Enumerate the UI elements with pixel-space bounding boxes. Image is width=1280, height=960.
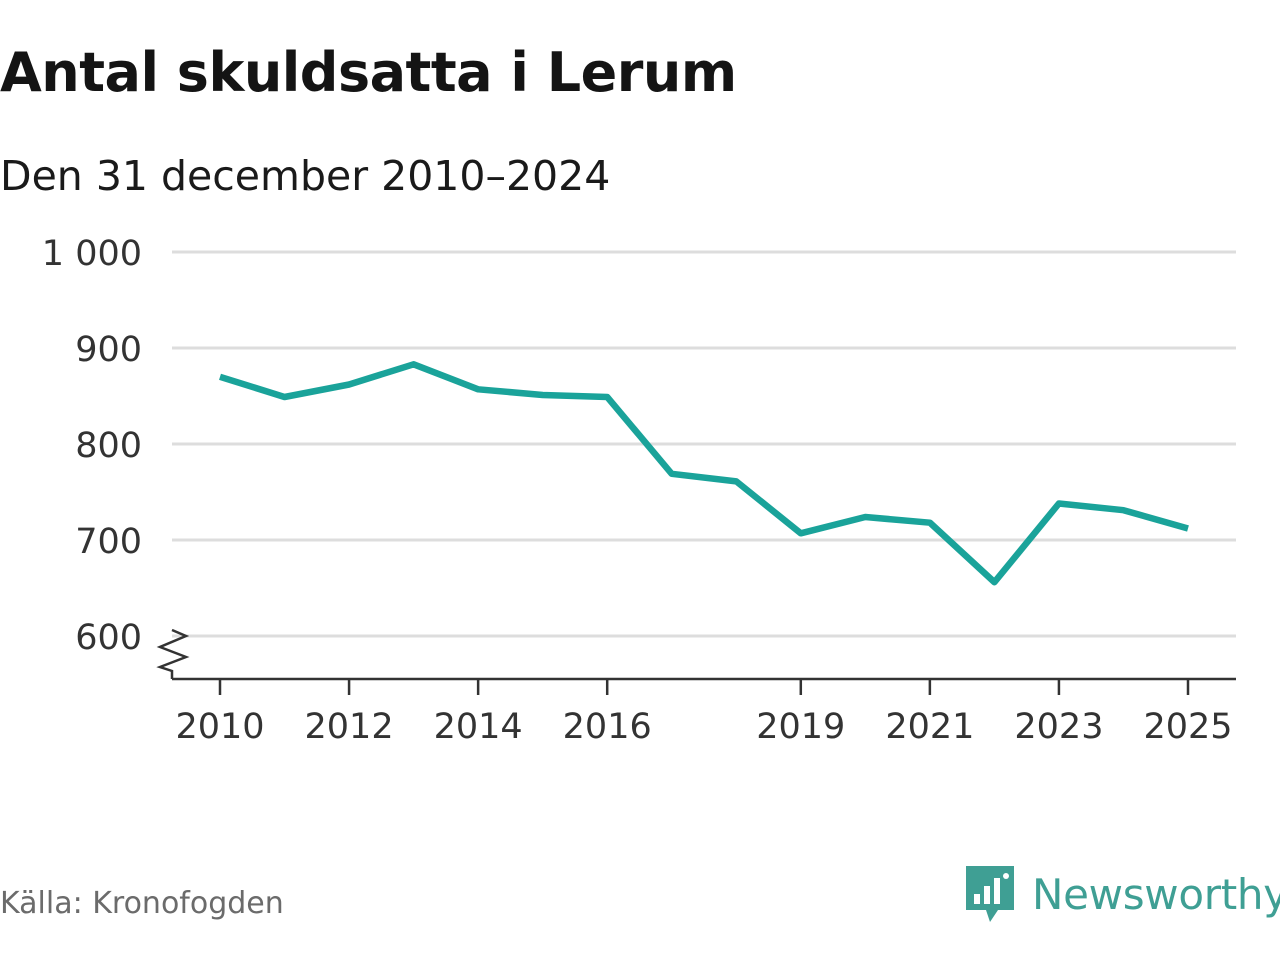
newsworthy-logo-icon (966, 866, 1014, 922)
brand-logo: Newsworthy (964, 864, 1280, 926)
y-tick-label: 600 (75, 618, 142, 658)
data-point (220, 376, 221, 377)
y-tick-label: 1 000 (42, 234, 142, 274)
x-tick-label: 2021 (885, 707, 974, 747)
x-tick-label: 2016 (563, 707, 652, 747)
chart-subtitle: Den 31 december 2010–2024 (0, 152, 611, 200)
data-point (607, 396, 608, 397)
x-tick-label: 2025 (1143, 707, 1232, 747)
series-lines (219, 361, 1189, 586)
data-point (1123, 510, 1124, 511)
y-axis-break (156, 628, 190, 679)
data-point (929, 522, 930, 523)
data-point (671, 473, 672, 474)
data-point (994, 582, 995, 583)
x-tick-label: 2019 (756, 707, 845, 747)
x-tick-label: 2023 (1014, 707, 1103, 747)
data-point (413, 364, 414, 365)
data-point (1188, 528, 1189, 529)
series-line (219, 361, 1189, 586)
x-tick-label: 2014 (434, 707, 523, 747)
source-note: Källa: Kronofogden (0, 886, 284, 921)
axes: 600 700 800 900 1 000 2010 2012 2014 2016 2019 202… (42, 234, 1236, 747)
data-point (800, 533, 801, 534)
brand-name: Newsworthy (1032, 870, 1280, 919)
chart-title: Antal skuldsatta i Lerum (0, 41, 737, 104)
data-point (865, 516, 866, 517)
data-point (542, 395, 543, 396)
y-tick-label: 900 (75, 330, 142, 370)
y-tick-label: 700 (75, 522, 142, 562)
data-point (1058, 503, 1059, 504)
data-point (284, 396, 285, 397)
data-point (478, 389, 479, 390)
x-tick-label: 2010 (175, 707, 264, 747)
data-point (736, 481, 737, 482)
y-tick-label: 800 (75, 426, 142, 466)
data-point (349, 384, 350, 385)
x-tick-label: 2012 (305, 707, 394, 747)
grid-lines (172, 250, 1236, 638)
